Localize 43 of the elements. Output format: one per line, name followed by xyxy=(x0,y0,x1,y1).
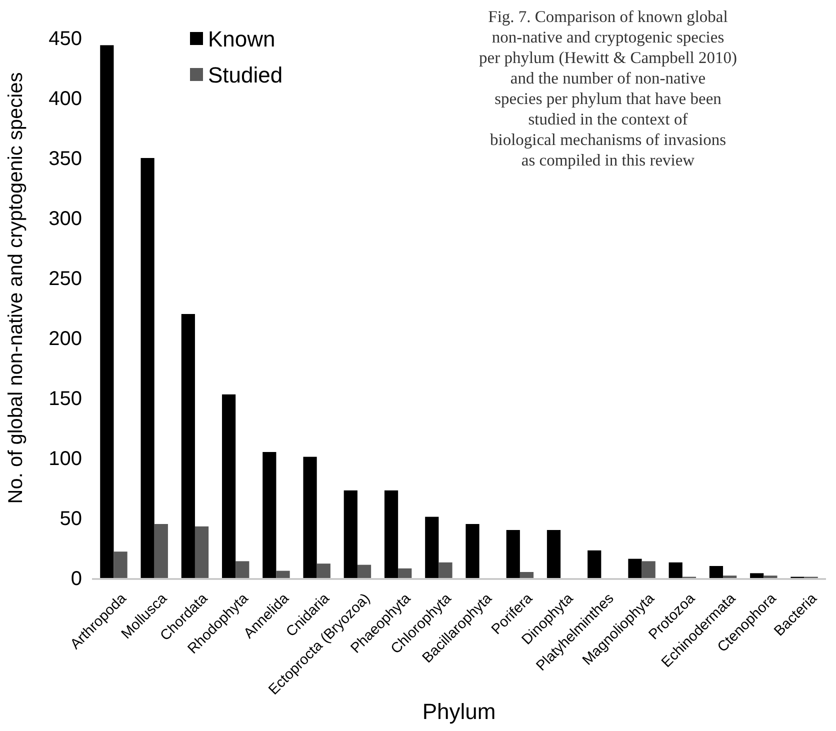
bar xyxy=(466,524,480,578)
bar xyxy=(357,564,372,578)
bar xyxy=(642,561,656,578)
y-tick-label: 250 xyxy=(48,268,82,290)
y-tick-label: 100 xyxy=(48,448,82,470)
bar xyxy=(100,45,114,578)
y-tick-label: 450 xyxy=(48,28,82,50)
bar xyxy=(628,558,642,578)
bar xyxy=(520,572,534,578)
y-tick-label: 200 xyxy=(48,328,82,350)
y-tick-label: 0 xyxy=(70,568,82,590)
y-axis-title: No. of global non-native and cryptogenic species xyxy=(5,72,27,504)
y-tick-label: 150 xyxy=(48,388,82,410)
y-tick-label: 350 xyxy=(48,148,82,170)
bar xyxy=(425,516,439,578)
bar xyxy=(709,566,724,578)
bar xyxy=(750,573,764,578)
bar xyxy=(506,530,520,578)
bar xyxy=(668,562,682,578)
y-tick-label: 50 xyxy=(60,508,82,530)
bar xyxy=(384,490,398,578)
bar xyxy=(398,568,412,578)
legend-label: Known xyxy=(208,26,276,52)
bar xyxy=(276,570,290,578)
bar xyxy=(546,530,561,578)
bar xyxy=(222,394,236,578)
x-axis-title: Phylum xyxy=(422,699,496,724)
bar xyxy=(154,524,168,578)
bar xyxy=(236,561,250,578)
bar xyxy=(114,552,128,578)
bar xyxy=(344,490,358,578)
bar xyxy=(303,456,317,578)
bar xyxy=(316,564,330,578)
annotation: Fig. 7. Comparison of known global non-native and cryptogenic species per phylum (Hewitt & Campbell 2010) and the number of non-native species per phylum that have been studied in the context of biological mechanisms of invasions as compiled in this review xyxy=(479,7,737,170)
bar xyxy=(140,158,154,578)
legend-label: Studied xyxy=(208,62,283,88)
y-tick-label: 300 xyxy=(48,208,82,230)
bar xyxy=(194,526,209,578)
y-tick-label: 400 xyxy=(48,88,82,110)
bar xyxy=(262,452,276,578)
bar xyxy=(181,314,195,578)
bar xyxy=(438,562,452,578)
bar xyxy=(588,550,602,578)
